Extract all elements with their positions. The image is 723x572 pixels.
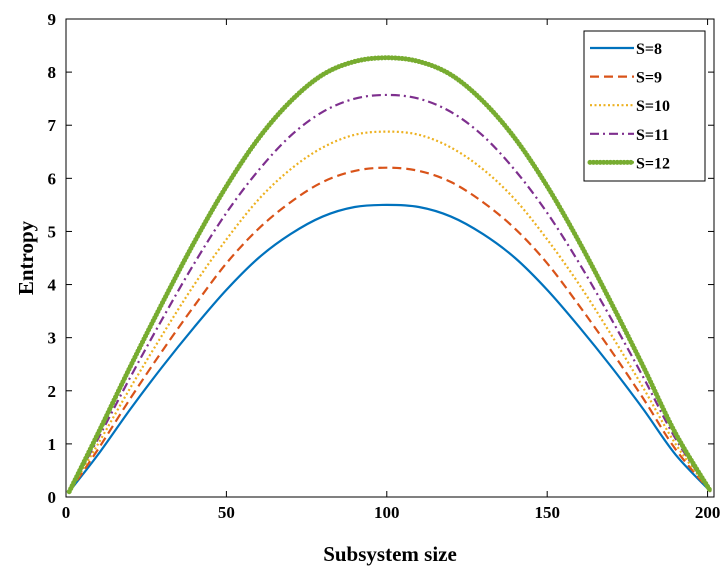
- y-tick-label: 6: [48, 169, 57, 188]
- y-tick-label: 5: [48, 222, 57, 241]
- series-dots-5: [66, 55, 714, 495]
- x-tick-label: 50: [218, 503, 235, 522]
- legend-label-5: S=12: [636, 155, 670, 172]
- y-tick-label: 7: [48, 116, 57, 135]
- x-tick-label: 100: [374, 503, 400, 522]
- series-line-4: [68, 93, 712, 493]
- ticks-layer: 0 50 100 150 200 0 1 2 3 4 5 6 7 8 9: [48, 10, 721, 522]
- y-tick-label: 1: [48, 435, 57, 454]
- series-line-2: [68, 166, 712, 493]
- x-axis-label: Subsystem size: [323, 542, 457, 566]
- series-line-3: [68, 130, 712, 493]
- legend-label-2: S=9: [636, 70, 662, 87]
- x-tick-label: 200: [695, 503, 721, 522]
- series-line-1: [68, 203, 712, 493]
- y-tick-label: 9: [48, 10, 57, 29]
- y-axis-label: Entropy: [14, 220, 38, 295]
- legend-label-1: S=8: [636, 41, 662, 58]
- legend: S=8 S=9 S=10 S=11 S=12: [583, 30, 706, 182]
- y-tick-label: 3: [48, 329, 57, 348]
- legend-label-4: S=11: [636, 127, 669, 144]
- y-tick-label: 4: [48, 276, 57, 295]
- x-tick-label: 150: [534, 503, 560, 522]
- y-tick-label: 0: [48, 488, 57, 507]
- y-tick-label: 8: [48, 63, 57, 82]
- x-tick-label: 0: [62, 503, 71, 522]
- legend-label-3: S=10: [636, 98, 670, 115]
- axes-box: [65, 18, 715, 498]
- series-layer: [66, 55, 714, 495]
- y-tick-label: 2: [48, 382, 57, 401]
